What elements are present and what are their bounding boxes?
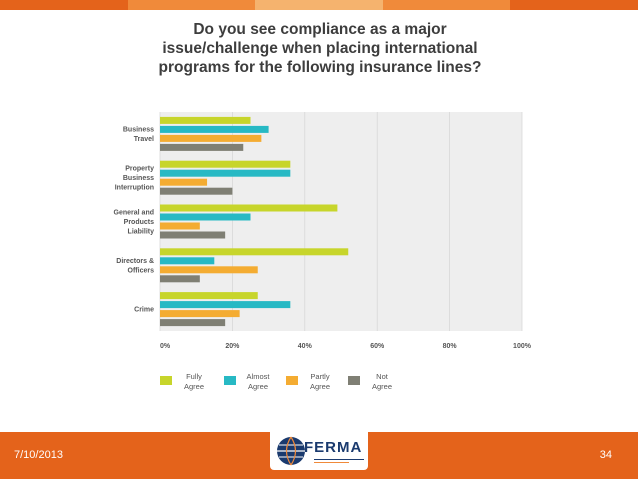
bar bbox=[160, 178, 208, 186]
legend-label: Partly Agree bbox=[309, 372, 330, 391]
bar bbox=[160, 292, 258, 300]
top-stripe bbox=[0, 0, 638, 10]
title-line-2: issue/challenge when placing internation… bbox=[162, 40, 478, 57]
stripe-segment bbox=[255, 0, 384, 10]
stripe-segment bbox=[510, 0, 638, 10]
stripe-segment bbox=[127, 0, 257, 10]
category-label: Business bbox=[123, 127, 154, 134]
title-line-3: programs for the following insurance lin… bbox=[158, 59, 482, 76]
x-tick-label: 60% bbox=[370, 343, 385, 350]
legend-swatch bbox=[286, 376, 298, 385]
bar bbox=[160, 310, 240, 318]
category-label: Officers bbox=[128, 268, 155, 275]
legend-label: Not Agree bbox=[371, 372, 392, 391]
logo-wordmark: FERMA bbox=[304, 439, 363, 456]
legend-swatch bbox=[224, 376, 236, 385]
bar bbox=[160, 222, 200, 230]
category-label: Directors & bbox=[116, 258, 154, 265]
title-line-1: Do you see compliance as a major bbox=[193, 21, 447, 38]
x-tick-label: 0% bbox=[160, 343, 171, 350]
bar bbox=[160, 213, 251, 221]
bar bbox=[160, 248, 349, 256]
footer-bar: 7/10/2013 FERMA 34 bbox=[0, 432, 638, 479]
page-number: 34 bbox=[599, 449, 612, 461]
bar bbox=[160, 160, 291, 168]
bar bbox=[160, 125, 269, 133]
bar bbox=[160, 143, 244, 151]
x-tick-label: 100% bbox=[513, 343, 532, 350]
category-label: Travel bbox=[134, 136, 154, 143]
bar bbox=[160, 319, 226, 327]
category-label: Business bbox=[123, 175, 154, 182]
bar bbox=[160, 257, 215, 265]
stripe-segment bbox=[382, 0, 512, 10]
legend-label: Almost Agree bbox=[246, 372, 270, 391]
bar bbox=[160, 134, 262, 142]
ferma-logo: FERMA bbox=[270, 432, 368, 470]
logo-tagline-graphic bbox=[314, 459, 364, 463]
category-label: Crime bbox=[134, 307, 154, 314]
x-tick-label: 20% bbox=[225, 343, 240, 350]
category-label: Products bbox=[124, 219, 154, 226]
legend-swatch bbox=[348, 376, 360, 385]
legend-swatch bbox=[160, 376, 172, 385]
x-tick-label: 40% bbox=[298, 343, 313, 350]
legend-label: Fully Agree bbox=[183, 372, 204, 391]
bar bbox=[160, 266, 258, 274]
category-label: Interruption bbox=[115, 185, 154, 192]
footer-date: 7/10/2013 bbox=[14, 449, 63, 461]
bar bbox=[160, 204, 338, 212]
bar bbox=[160, 187, 233, 195]
category-label: General and bbox=[114, 210, 154, 217]
bar bbox=[160, 275, 200, 283]
stripe-segment bbox=[0, 0, 129, 10]
category-label: Property bbox=[125, 166, 154, 173]
bar bbox=[160, 231, 226, 239]
category-label: Liability bbox=[128, 229, 155, 236]
x-tick-label: 80% bbox=[443, 343, 458, 350]
globe-icon bbox=[277, 436, 305, 466]
chart-legend: Fully Agree Almost Agree Partly Agree Not A… bbox=[160, 372, 420, 402]
bar bbox=[160, 301, 291, 309]
slide-title: Do you see compliance as a major issue/c… bbox=[120, 20, 520, 77]
bar bbox=[160, 169, 291, 177]
bar-chart: 0% 20% 40% 60% 80% 100% Business Travel Property… bbox=[114, 112, 532, 350]
bar bbox=[160, 116, 251, 124]
